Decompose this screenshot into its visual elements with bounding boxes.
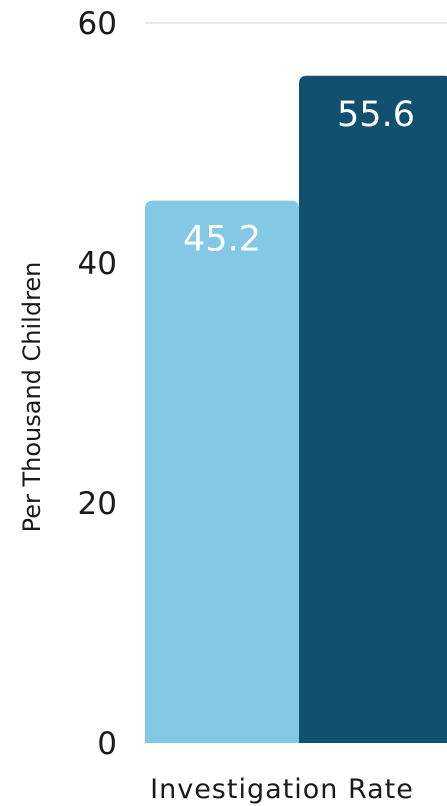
data-label: 55.6	[337, 95, 415, 135]
y-axis-label: Per Thousand Children	[18, 262, 46, 533]
y-tick-label: 60	[78, 6, 117, 42]
bars	[145, 75, 447, 744]
bar-series-2	[299, 75, 447, 743]
x-axis-category-label: Investigation Rate	[150, 774, 414, 805]
y-tick-label: 0	[97, 726, 117, 762]
y-tick-label: 40	[78, 246, 117, 282]
y-tick-label: 20	[78, 486, 117, 522]
data-label: 45.2	[183, 220, 261, 260]
y-axis-ticks: 0 20 40 60	[78, 6, 117, 762]
bar-series-1	[145, 200, 299, 744]
data-labels: 45.2 55.6	[183, 95, 415, 260]
